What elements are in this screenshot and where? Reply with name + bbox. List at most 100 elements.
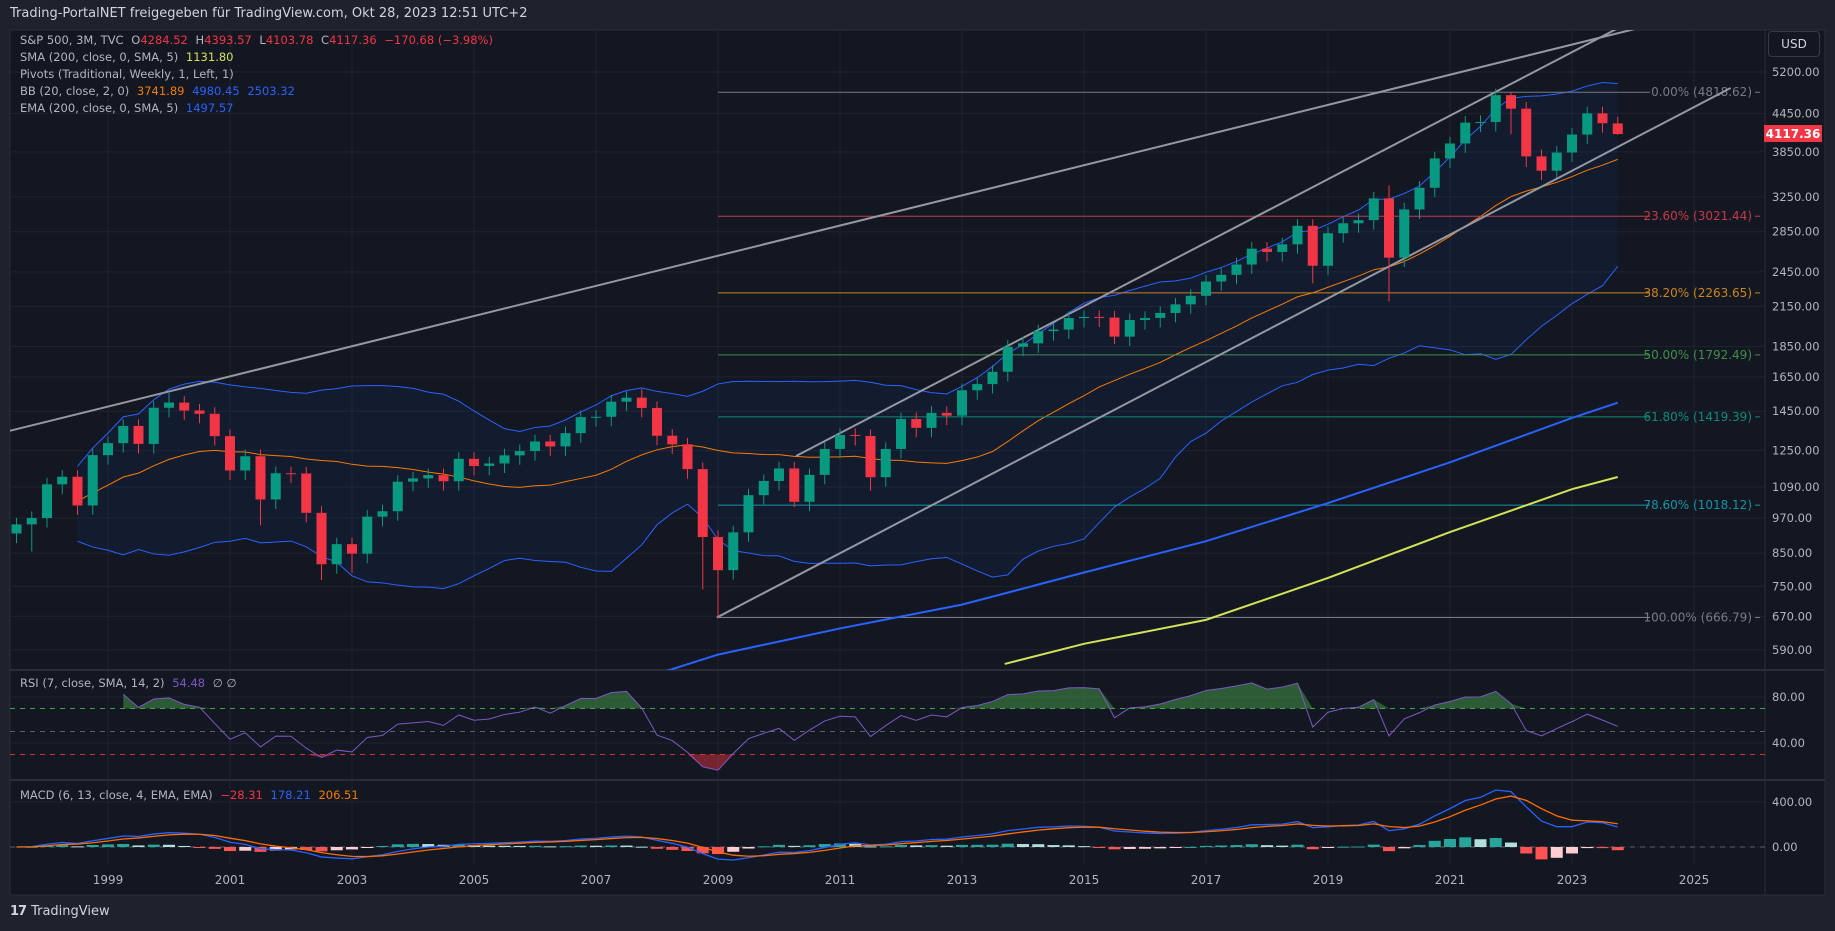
candle[interactable] bbox=[255, 449, 266, 526]
candle[interactable] bbox=[209, 407, 220, 446]
candle[interactable] bbox=[850, 428, 861, 446]
candle[interactable] bbox=[896, 412, 906, 459]
trend-line[interactable] bbox=[9, 21, 1667, 432]
candle[interactable] bbox=[774, 461, 784, 491]
candle[interactable] bbox=[286, 466, 296, 483]
legend-symbol-row[interactable]: S&P 500, 3M, TVC O4284.52 H4393.57 L4103… bbox=[20, 33, 497, 47]
candle[interactable] bbox=[148, 401, 159, 454]
candle[interactable] bbox=[728, 525, 739, 580]
candle[interactable] bbox=[1582, 106, 1593, 145]
candle[interactable] bbox=[1490, 88, 1501, 132]
candle[interactable] bbox=[423, 468, 434, 488]
candle[interactable] bbox=[1323, 226, 1333, 276]
tradingview-logo[interactable]: 17 TradingView bbox=[10, 904, 110, 919]
legend-bb[interactable]: BB (20, close, 2, 0) 3741.89 4980.45 250… bbox=[20, 84, 299, 98]
candle[interactable] bbox=[1063, 311, 1074, 340]
candle[interactable] bbox=[179, 396, 190, 420]
candle[interactable] bbox=[682, 437, 693, 479]
legend-macd[interactable]: MACD (6, 13, close, 4, EMA, EMA) −28.31 … bbox=[20, 788, 363, 802]
candle[interactable] bbox=[758, 474, 769, 505]
candle[interactable] bbox=[87, 448, 98, 515]
candle[interactable] bbox=[1353, 213, 1364, 233]
candle[interactable] bbox=[1002, 340, 1013, 382]
candle[interactable] bbox=[11, 517, 22, 543]
candle[interactable] bbox=[1109, 311, 1120, 345]
candle[interactable] bbox=[530, 434, 540, 461]
candle[interactable] bbox=[26, 511, 37, 552]
main-pane[interactable]: 0.00% (4818.62) 23.60% (3021.44) 38.20% (2… bbox=[9, 21, 1760, 684]
candle[interactable] bbox=[941, 406, 952, 426]
candle[interactable] bbox=[270, 466, 281, 509]
candle[interactable] bbox=[438, 468, 449, 491]
candle[interactable] bbox=[1170, 297, 1181, 323]
candle[interactable] bbox=[957, 383, 967, 426]
candle[interactable] bbox=[469, 452, 479, 476]
candle[interactable] bbox=[1399, 202, 1410, 268]
candle[interactable] bbox=[133, 419, 144, 454]
candle[interactable] bbox=[57, 470, 68, 494]
candle[interactable] bbox=[560, 426, 571, 456]
candle[interactable] bbox=[1597, 106, 1608, 133]
candle[interactable] bbox=[1292, 219, 1303, 254]
candle[interactable] bbox=[240, 449, 251, 480]
candle[interactable] bbox=[652, 401, 662, 446]
candle[interactable] bbox=[911, 412, 922, 438]
candle[interactable] bbox=[377, 504, 388, 527]
candle[interactable] bbox=[1506, 92, 1516, 135]
candle[interactable] bbox=[225, 429, 235, 480]
candle[interactable] bbox=[835, 428, 845, 459]
candle[interactable] bbox=[408, 471, 418, 492]
candle[interactable] bbox=[1094, 310, 1105, 328]
candle[interactable] bbox=[697, 462, 708, 590]
candle[interactable] bbox=[1201, 274, 1211, 306]
candle[interactable] bbox=[789, 461, 800, 508]
candle[interactable] bbox=[1612, 116, 1623, 135]
candle[interactable] bbox=[1414, 181, 1425, 219]
candle[interactable] bbox=[194, 403, 205, 424]
candle[interactable] bbox=[819, 442, 830, 485]
candle[interactable] bbox=[1521, 102, 1532, 167]
candle[interactable] bbox=[362, 510, 373, 564]
candle[interactable] bbox=[743, 488, 754, 542]
candle[interactable] bbox=[164, 392, 174, 418]
legend-pivots[interactable]: Pivots (Traditional, Weekly, 1, Left, 1) bbox=[20, 67, 238, 81]
candle[interactable] bbox=[713, 530, 723, 618]
macd-pane[interactable] bbox=[10, 789, 1765, 861]
candle[interactable] bbox=[591, 410, 601, 427]
candle[interactable] bbox=[392, 475, 403, 521]
candle[interactable] bbox=[1536, 149, 1547, 181]
rsi-pane[interactable] bbox=[10, 682, 1765, 771]
candle[interactable] bbox=[331, 537, 342, 574]
candle[interactable] bbox=[1567, 127, 1577, 162]
candle[interactable] bbox=[453, 452, 464, 491]
candle[interactable] bbox=[880, 442, 891, 487]
candle[interactable] bbox=[42, 477, 52, 528]
candle[interactable] bbox=[545, 434, 556, 456]
candle[interactable] bbox=[804, 468, 815, 512]
candle[interactable] bbox=[1124, 313, 1135, 347]
candle[interactable] bbox=[103, 436, 113, 465]
candle[interactable] bbox=[1475, 115, 1486, 133]
candle[interactable] bbox=[1140, 311, 1150, 330]
candle[interactable] bbox=[72, 470, 83, 515]
candle[interactable] bbox=[621, 391, 632, 412]
candle[interactable] bbox=[347, 537, 357, 573]
candle[interactable] bbox=[1185, 289, 1196, 314]
candle[interactable] bbox=[1018, 336, 1028, 357]
candle[interactable] bbox=[316, 506, 327, 581]
candle[interactable] bbox=[987, 365, 998, 394]
candle[interactable] bbox=[499, 448, 510, 473]
candle[interactable] bbox=[301, 466, 312, 523]
currency-button[interactable]: USD bbox=[1768, 31, 1820, 57]
candle[interactable] bbox=[972, 377, 983, 400]
legend-ema[interactable]: EMA (200, close, 0, SMA, 5) 1497.57 bbox=[20, 101, 237, 115]
candle[interactable] bbox=[1368, 191, 1379, 230]
candle[interactable] bbox=[1551, 145, 1562, 178]
candle[interactable] bbox=[514, 444, 525, 465]
candle[interactable] bbox=[1246, 242, 1257, 274]
trend-line[interactable] bbox=[716, 87, 1732, 619]
candle[interactable] bbox=[1216, 268, 1227, 291]
candle[interactable] bbox=[865, 429, 876, 491]
candle[interactable] bbox=[1277, 237, 1288, 262]
